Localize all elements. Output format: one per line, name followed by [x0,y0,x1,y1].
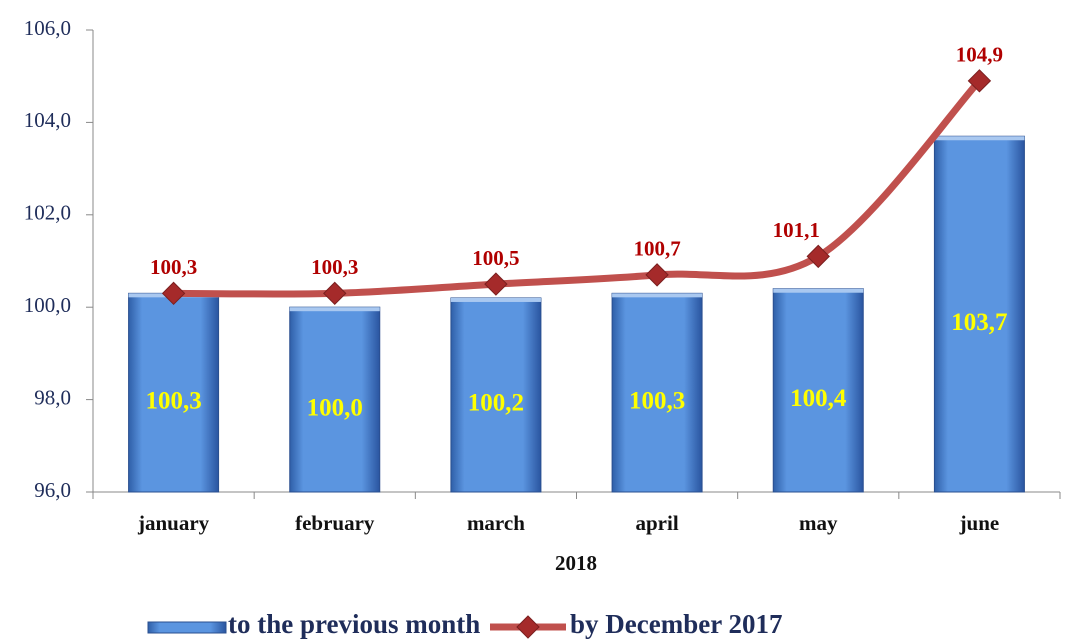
bar [772,288,864,493]
y-tick-label: 104,0 [24,108,71,132]
y-tick-label: 106,0 [24,16,71,40]
bar [450,297,542,493]
line-value-label: 100,3 [311,255,358,279]
bar-top [450,297,541,302]
bar-top [934,136,1025,141]
line-marker [645,263,669,287]
bar-value-label: 100,3 [629,387,685,414]
legend-swatch [147,621,227,634]
bar-value-label: 100,0 [307,394,363,421]
line-marker [806,244,830,269]
line-value-label: 100,7 [633,237,680,261]
y-tick-label: 100,0 [24,293,71,317]
line-marker [967,69,992,93]
bar-top [289,307,380,312]
line [170,77,983,298]
line-marker [484,272,508,296]
x-tick-label: february [295,511,375,535]
bar-value-label: 100,2 [468,390,524,417]
x-tick-label: june [959,511,1000,535]
bar [289,306,381,493]
bar-value-label: 100,4 [790,385,847,412]
legend-marker [516,615,540,639]
bar [933,135,1025,493]
line-marker [161,281,186,306]
line-value-label: 100,5 [472,246,519,270]
x-axis-label: 2018 [555,551,597,575]
line-value-label: 100,3 [150,255,197,279]
bar-top [612,293,703,298]
x-tick-label: april [635,511,678,535]
line-value-label: 101,1 [773,218,820,242]
legend-label: by December 2017 [570,609,782,639]
y-tick-label: 102,0 [24,201,71,225]
line-value-label: 104,9 [956,43,1003,67]
bar-value-label: 103,7 [951,309,1007,336]
bar [611,292,703,493]
x-tick-label: may [799,511,838,535]
legend-label: to the previous month [228,609,480,639]
x-tick-label: january [137,511,210,535]
bar-top [773,288,864,293]
bar [128,292,220,493]
x-tick-label: march [467,511,525,535]
line-marker [323,281,347,306]
y-tick-label: 96,0 [34,478,71,502]
y-tick-label: 98,0 [34,385,71,409]
bar-value-label: 100,3 [145,387,201,414]
